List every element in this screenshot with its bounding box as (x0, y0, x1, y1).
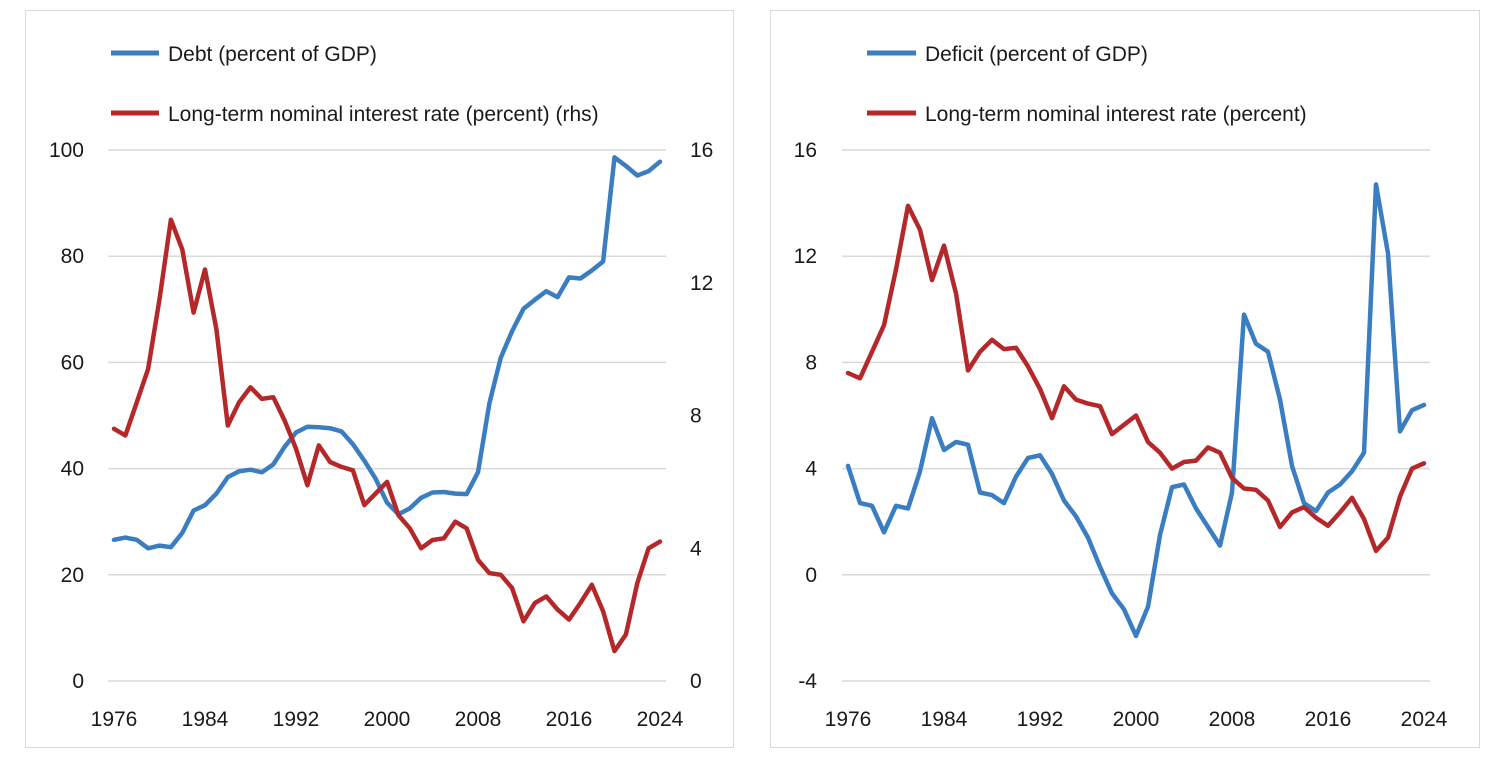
series-line-blue (845, 182, 1427, 639)
legend-label-debt: Debt (percent of GDP) (168, 43, 377, 66)
series-lines (111, 155, 663, 654)
y-tick-label: 60 (61, 351, 84, 374)
x-tick-label: 2024 (637, 708, 684, 731)
x-tick-label: 2008 (455, 708, 502, 731)
legend: Debt (percent of GDP) Long-term nominal … (111, 43, 599, 126)
y-tick-label: 40 (61, 458, 84, 481)
y2-tick-label: 0 (690, 670, 702, 693)
x-tick-label: 2016 (1305, 708, 1352, 731)
legend: Deficit (percent of GDP) Long-term nomin… (867, 43, 1307, 126)
x-tick-label: 1976 (91, 708, 138, 731)
y-tick-label: 0 (72, 670, 84, 693)
y-tick-label: 4 (805, 458, 817, 481)
x-tick-label: 2008 (1209, 708, 1256, 731)
series-line-blue (111, 155, 663, 551)
x-tick-label: 1976 (825, 708, 872, 731)
legend-label-interest-rate: Long-term nominal interest rate (percent… (168, 103, 599, 126)
deficit-chart-panel: -4 0 4 8 12 16 1976 1984 1992 2000 2008 2016 2024 D… (770, 10, 1480, 748)
left-axis-ticks: 0 20 40 60 80 100 (49, 139, 84, 693)
x-tick-label: 2000 (1113, 708, 1160, 731)
x-tick-label: 1992 (273, 708, 320, 731)
y2-tick-label: 8 (690, 405, 702, 428)
legend-label-deficit: Deficit (percent of GDP) (925, 43, 1148, 66)
right-axis-ticks: 0 4 8 12 16 (690, 139, 713, 693)
y2-tick-label: 16 (690, 139, 713, 162)
x-axis-ticks: 1976 1984 1992 2000 2008 2016 2024 (825, 708, 1448, 731)
x-axis-ticks: 1976 1984 1992 2000 2008 2016 2024 (91, 708, 684, 731)
y-tick-label: 16 (794, 139, 817, 162)
y-tick-label: -4 (798, 670, 817, 693)
x-tick-label: 2024 (1401, 708, 1448, 731)
series-line-red (111, 217, 663, 654)
y2-tick-label: 4 (690, 537, 702, 560)
y-tick-label: 12 (794, 245, 817, 268)
x-tick-label: 2016 (546, 708, 593, 731)
left-axis-ticks: -4 0 4 8 12 16 (794, 139, 818, 693)
y-tick-label: 8 (805, 351, 817, 374)
x-tick-label: 1992 (1017, 708, 1064, 731)
legend-label-interest-rate: Long-term nominal interest rate (percent… (925, 103, 1307, 126)
x-tick-label: 1984 (921, 708, 968, 731)
grid (108, 149, 666, 682)
deficit-chart: -4 0 4 8 12 16 1976 1984 1992 2000 2008 2016 2024 D… (794, 43, 1448, 731)
x-tick-label: 2000 (364, 708, 411, 731)
debt-chart: 0 20 40 60 80 100 0 4 8 12 16 1976 1984 1992 2000 200… (49, 43, 713, 731)
series-line-red (845, 203, 1427, 554)
y-tick-label: 100 (49, 139, 84, 162)
x-tick-label: 1984 (182, 708, 229, 731)
series-lines (845, 182, 1427, 639)
y-tick-label: 0 (805, 564, 817, 587)
y-tick-label: 20 (61, 564, 84, 587)
y-tick-label: 80 (61, 245, 84, 268)
debt-chart-panel: 0 20 40 60 80 100 0 4 8 12 16 1976 1984 1992 2000 200… (25, 10, 734, 748)
grid (842, 149, 1430, 682)
y2-tick-label: 12 (690, 272, 713, 295)
